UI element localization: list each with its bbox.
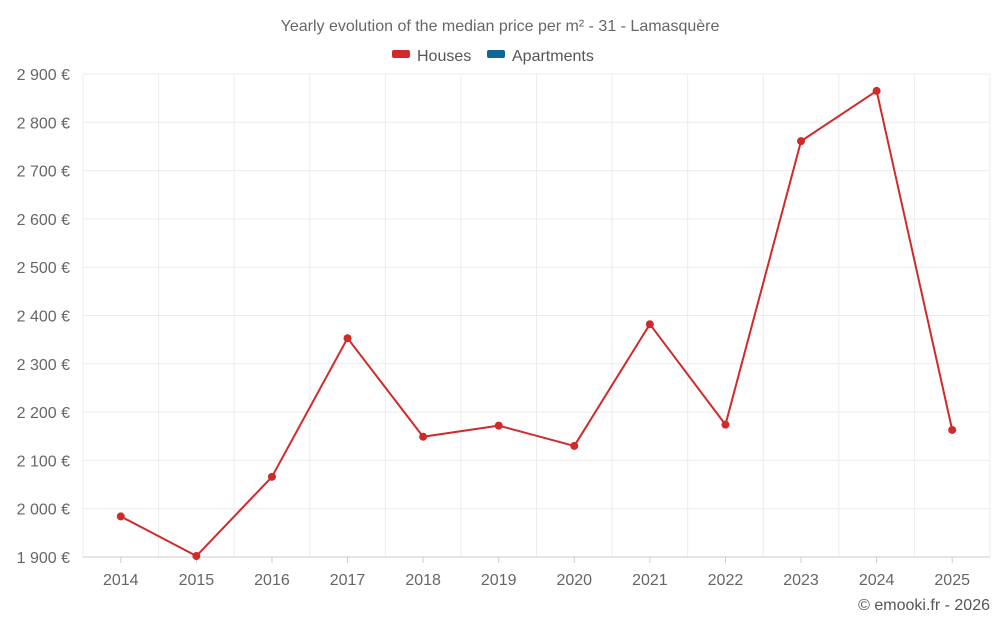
series-houses <box>116 86 957 561</box>
data-point[interactable] <box>797 137 806 146</box>
legend-label-apartments: Apartments <box>512 48 594 65</box>
data-point[interactable] <box>570 441 579 450</box>
x-tick-label: 2016 <box>254 572 290 589</box>
y-axis-labels: 1 900 € 2 000 € 2 100 € 2 200 € 2 300 € 2 400… <box>17 67 70 567</box>
x-tick-label: 2019 <box>481 572 517 589</box>
x-tick-label: 2020 <box>556 572 592 589</box>
x-tick-label: 2022 <box>708 572 744 589</box>
y-tick-label: 1 900 € <box>17 550 70 567</box>
legend-item-apartments[interactable]: Apartments <box>487 48 594 65</box>
y-tick-label: 2 300 € <box>17 357 70 374</box>
y-tick-label: 2 000 € <box>17 502 70 519</box>
y-tick-label: 2 400 € <box>17 309 70 326</box>
data-point[interactable] <box>116 512 125 521</box>
legend-swatch-houses <box>392 50 410 58</box>
x-tick-label: 2015 <box>179 572 215 589</box>
legend-item-houses[interactable]: Houses <box>392 48 471 65</box>
data-point[interactable] <box>872 86 881 95</box>
data-point[interactable] <box>645 320 654 329</box>
axes <box>83 556 990 563</box>
y-tick-label: 2 500 € <box>17 260 70 277</box>
x-tick-label: 2025 <box>934 572 970 589</box>
x-tick-label: 2021 <box>632 572 668 589</box>
x-tick-label: 2017 <box>330 572 366 589</box>
legend-swatch-apartments <box>487 50 505 58</box>
data-point[interactable] <box>419 432 428 441</box>
data-point[interactable] <box>494 421 503 430</box>
grid <box>82 73 991 557</box>
y-tick-label: 2 100 € <box>17 453 70 470</box>
x-tick-label: 2014 <box>103 572 139 589</box>
credit-text: © emooki.fr - 2026 <box>858 597 990 614</box>
y-tick-label: 2 800 € <box>17 115 70 132</box>
legend-label-houses: Houses <box>417 48 471 65</box>
data-point[interactable] <box>721 420 730 429</box>
x-tick-label: 2018 <box>405 572 441 589</box>
y-tick-label: 2 900 € <box>17 67 70 84</box>
chart-title: Yearly evolution of the median price per… <box>281 18 720 35</box>
series-line-houses <box>120 89 954 558</box>
y-tick-label: 2 200 € <box>17 405 70 422</box>
x-tick-label: 2023 <box>783 572 819 589</box>
y-tick-label: 2 700 € <box>17 164 70 181</box>
legend: Houses Apartments <box>392 48 594 65</box>
data-point[interactable] <box>267 472 276 481</box>
data-point[interactable] <box>948 425 957 434</box>
y-tick-label: 2 600 € <box>17 212 70 229</box>
x-axis-labels: 2014 2015 2016 2017 2018 2019 2020 2021 2022 2023… <box>103 572 970 589</box>
data-point[interactable] <box>343 334 352 343</box>
x-tick-label: 2024 <box>859 572 895 589</box>
data-point[interactable] <box>192 552 201 561</box>
